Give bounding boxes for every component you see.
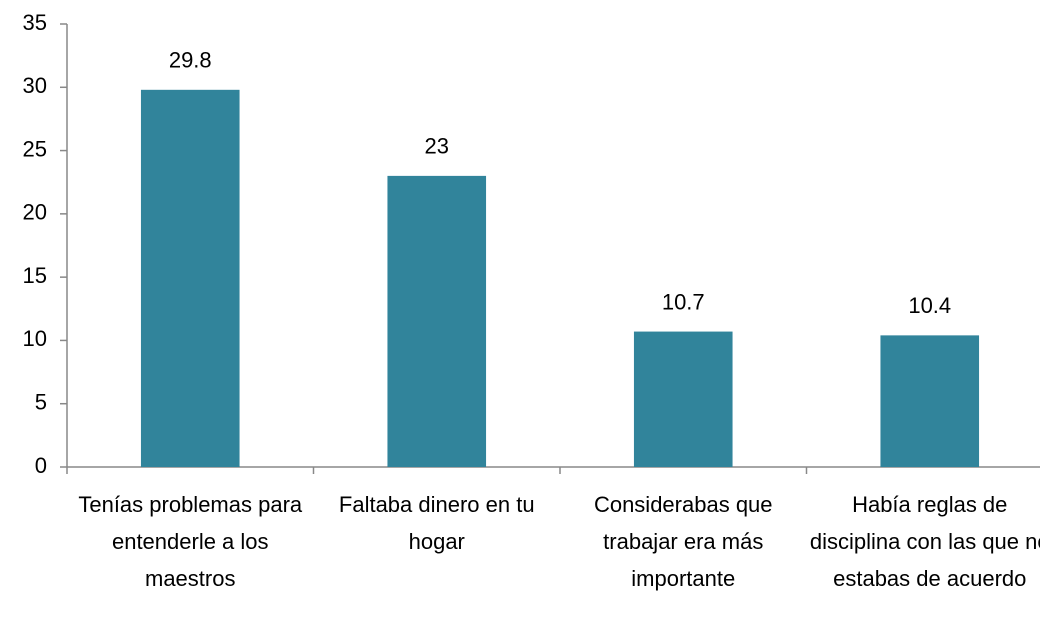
bar xyxy=(140,89,240,468)
y-tick-label: 30 xyxy=(23,73,47,98)
bar xyxy=(633,331,733,467)
value-label: 29.8 xyxy=(169,48,212,73)
value-label: 10.4 xyxy=(908,293,951,318)
bar xyxy=(880,335,980,467)
value-label: 10.7 xyxy=(662,289,705,314)
y-tick-label: 35 xyxy=(23,10,47,35)
y-tick-label: 0 xyxy=(35,453,47,478)
y-tick-label: 25 xyxy=(23,136,47,161)
y-tick-label: 15 xyxy=(23,263,47,288)
x-tick-label: Tenías problemas para entenderle a los m… xyxy=(78,492,303,591)
x-tick-label: Considerabas que trabajar era más import… xyxy=(593,492,773,591)
bar xyxy=(387,175,487,467)
y-tick-label: 20 xyxy=(23,200,47,225)
y-tick-label: 5 xyxy=(35,390,47,415)
value-label: 23 xyxy=(425,134,449,159)
x-tick-label: Faltaba dinero en tu hogar xyxy=(338,492,535,554)
x-tick-label: Había reglas de disciplina con las que n… xyxy=(809,492,1040,591)
y-tick-label: 10 xyxy=(23,326,47,351)
